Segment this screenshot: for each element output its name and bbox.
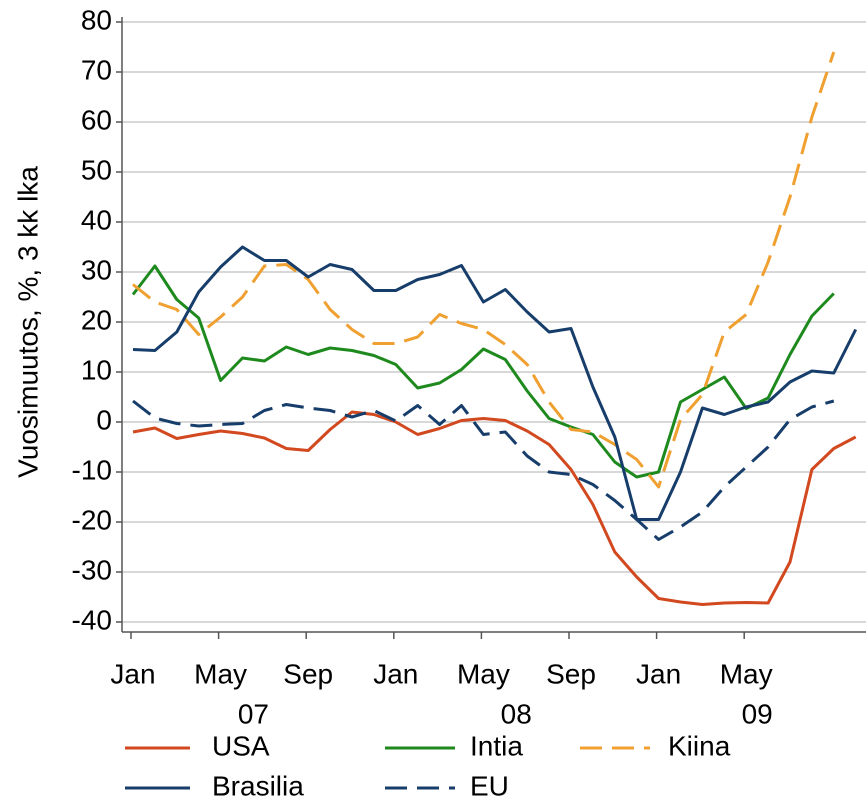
y-tick-label: 30	[81, 254, 112, 285]
y-tick-label: 80	[81, 4, 112, 35]
y-tick-label: 60	[81, 104, 112, 135]
y-tick-label: 40	[81, 204, 112, 235]
x-group-label: 08	[501, 698, 532, 729]
y-tick-label: -40	[72, 604, 112, 635]
legend-label: Brasilia	[212, 770, 304, 801]
x-tick-label: Jan	[373, 658, 418, 689]
legend-label: USA	[212, 730, 270, 761]
y-tick-label: 10	[81, 354, 112, 385]
legend-label: Kiina	[668, 730, 731, 761]
x-tick-label: Jan	[636, 658, 681, 689]
x-group-label: 07	[238, 698, 269, 729]
y-tick-label: -20	[72, 504, 112, 535]
x-group-label: 09	[742, 698, 773, 729]
y-tick-label: -10	[72, 454, 112, 485]
x-tick-label: Sep	[283, 658, 333, 689]
x-tick-label: May	[720, 658, 773, 689]
line-series	[132, 399, 835, 541]
x-tick-label: May	[457, 658, 510, 689]
line-series	[132, 51, 836, 489]
x-tick-label: Jan	[110, 658, 155, 689]
y-tick-label: 20	[81, 304, 112, 335]
legend-label: Intia	[470, 730, 523, 761]
y-axis-label: Vuosimuutos, %, 3 kk lka	[12, 166, 43, 478]
line-series	[132, 410, 857, 606]
x-tick-label: Sep	[546, 658, 596, 689]
y-tick-label: 50	[81, 154, 112, 185]
y-tick-label: -30	[72, 554, 112, 585]
y-tick-label: 0	[96, 404, 112, 435]
line-series	[132, 245, 858, 521]
legend-label: EU	[470, 770, 509, 801]
x-tick-label: May	[194, 658, 247, 689]
y-tick-label: 70	[81, 54, 112, 85]
line-series	[131, 264, 835, 479]
